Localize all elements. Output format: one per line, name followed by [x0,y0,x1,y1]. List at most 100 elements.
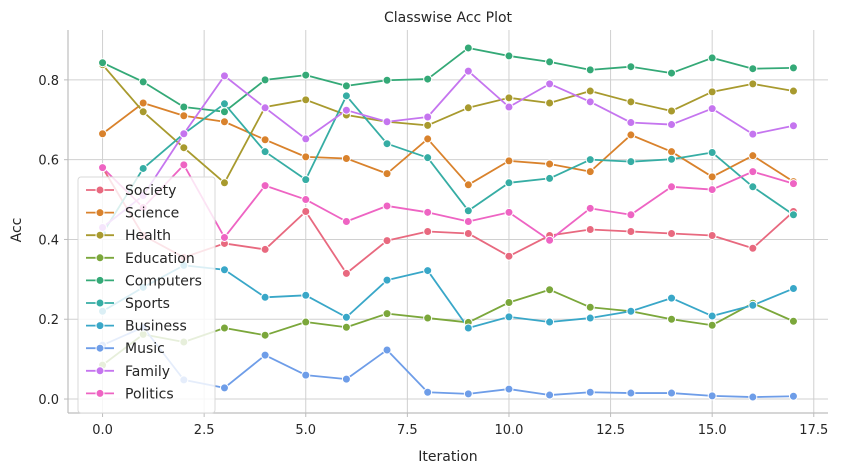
data-point-society [707,230,717,240]
data-point-health [788,86,798,96]
legend-marker-politics [95,388,105,398]
series-line-sports [101,94,794,234]
x-tick-label: 2.5 [194,423,215,438]
data-point-business [423,266,433,276]
data-point-politics [504,207,514,217]
data-point-science [382,169,392,179]
data-point-sports [138,163,148,173]
data-point-education [219,323,229,333]
data-point-family [260,103,270,113]
data-point-education [382,309,392,319]
legend-label-society: Society [125,183,176,199]
legend-marker-business [95,321,105,331]
data-point-computers [585,65,595,75]
y-tick-label: 0.8 [38,74,59,89]
data-point-music [260,350,270,360]
legend-label-music: Music [125,341,165,357]
data-point-computers [463,43,473,53]
data-point-sports [301,175,311,185]
data-point-politics [626,210,636,220]
data-point-business [504,312,514,322]
data-point-politics [463,217,473,226]
data-point-education [788,316,798,326]
data-point-family [382,117,392,127]
data-point-computers [545,57,555,67]
data-point-politics [748,167,758,177]
data-point-health [585,86,595,96]
legend-marker-sports [95,298,105,308]
series-line-family [101,70,794,229]
data-point-business [626,306,636,316]
data-point-science [423,134,433,144]
data-point-science [667,147,677,157]
data-point-computers [341,81,351,91]
data-point-politics [545,235,555,245]
data-point-sports [463,206,473,216]
data-point-science [585,167,595,177]
data-point-sports [382,139,392,149]
data-point-music [301,370,311,380]
legend-label-computers: Computers [125,273,202,289]
data-point-health [707,87,717,97]
data-point-music [341,374,351,384]
legend-marker-society [95,185,105,195]
data-point-society [382,236,392,246]
data-point-health [179,143,189,153]
data-point-politics [179,160,189,170]
data-point-sports [707,147,717,157]
data-point-business [667,293,677,303]
x-tick-label: 15.0 [698,423,727,438]
data-point-family [545,79,555,89]
data-point-sports [341,91,351,101]
data-point-education [423,313,433,323]
data-point-science [626,130,636,140]
data-point-health [667,106,677,116]
data-point-family [301,134,311,144]
data-point-music [707,391,717,401]
data-point-computers [667,68,677,78]
data-point-sports [585,155,595,165]
data-point-politics [260,181,270,191]
series-line-computers [102,47,794,113]
data-point-science [98,129,108,139]
data-point-computers [179,102,189,112]
data-point-sports [219,99,229,109]
data-point-society [463,228,473,238]
data-point-education [301,317,311,327]
data-point-education [585,302,595,312]
data-point-society [504,251,514,261]
data-point-family [463,66,473,76]
data-point-family [179,129,189,139]
data-point-politics [585,203,595,213]
data-point-politics [707,185,717,195]
legend-label-family: Family [125,364,170,380]
data-point-sports [788,210,798,220]
data-point-business [748,300,758,310]
data-point-music [219,383,229,393]
y-tick-label: 0.0 [38,393,59,408]
data-point-society [341,268,351,278]
data-point-science [341,153,351,163]
data-point-science [138,98,148,108]
series-line-health [101,64,794,184]
legend-marker-music [95,343,105,353]
legend-label-education: Education [125,251,195,267]
data-point-education [504,297,514,307]
x-tick-label: 7.5 [397,423,418,438]
data-point-education [260,330,270,340]
data-point-family [219,71,229,81]
data-point-education [545,285,555,295]
data-point-family [626,118,636,128]
data-point-society [748,243,758,253]
data-point-business [301,290,311,300]
data-point-family [788,121,798,131]
series-line-science [102,102,794,186]
data-point-health [504,93,514,103]
data-point-sports [260,147,270,157]
data-point-science [545,159,555,169]
data-point-science [748,151,758,161]
data-point-politics [301,195,311,205]
data-point-politics [219,232,229,242]
data-point-computers [788,63,798,73]
